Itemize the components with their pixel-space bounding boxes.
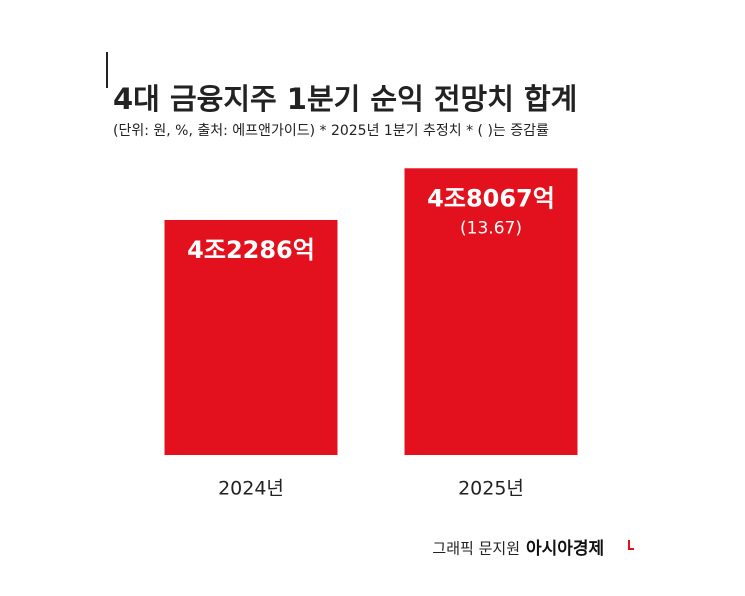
- growth-label: (13.67): [460, 218, 522, 238]
- logo-mark: [628, 540, 634, 550]
- credit: 그래픽 문지원: [432, 540, 520, 558]
- bar: [164, 219, 338, 455]
- chart-subtitle: (단위: 원, %, 출처: 에프앤가이드) * 2025년 1분기 추정치 *…: [113, 123, 549, 139]
- x-tick-label: 2024년: [218, 478, 284, 500]
- bar: [404, 168, 578, 455]
- publisher: 아시아경제: [526, 539, 604, 559]
- value-label: 4조8067억: [427, 184, 555, 212]
- chart-title: 4대 금융지주 1분기 순익 전망치 합계: [113, 82, 577, 116]
- x-tick-label: 2025년: [458, 478, 524, 500]
- value-label: 4조2286억: [187, 236, 315, 264]
